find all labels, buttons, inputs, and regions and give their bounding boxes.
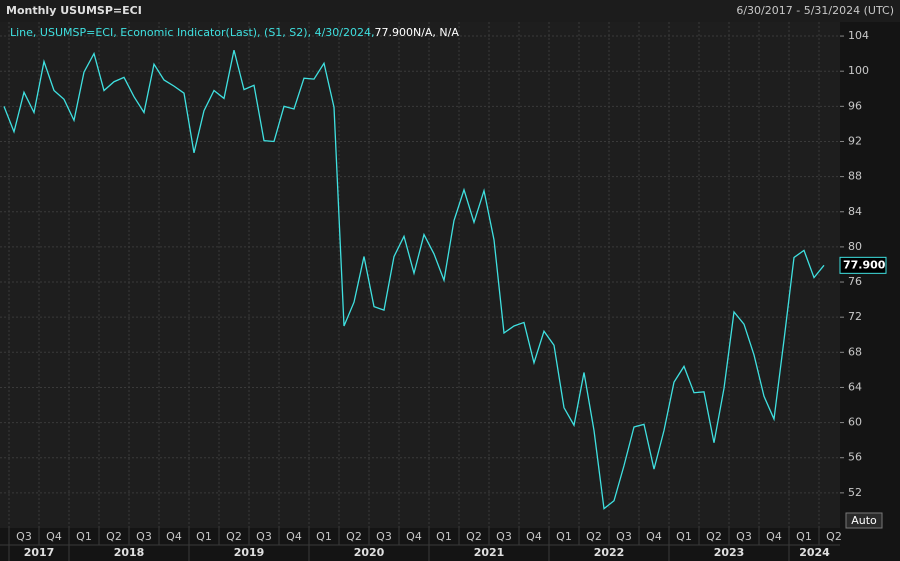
- x-tick-label: Q4: [646, 530, 662, 543]
- x-tick-label: Q1: [316, 530, 332, 543]
- auto-button[interactable]: [845, 512, 883, 529]
- data-line: [3, 49, 825, 510]
- x-tick-label: Q1: [796, 530, 812, 543]
- x-tick-label: Q3: [496, 530, 512, 543]
- x-tick-label: Q3: [136, 530, 152, 543]
- y-tick-label: 60: [848, 416, 862, 429]
- year-label: 2017: [24, 546, 55, 559]
- y-tick-label: 80: [848, 240, 862, 253]
- x-tick-label: Q1: [76, 530, 92, 543]
- year-label: 2023: [714, 546, 745, 559]
- x-tick-label: Q3: [616, 530, 632, 543]
- y-tick-label: 96: [848, 99, 862, 112]
- x-tick-label: Q3: [376, 530, 392, 543]
- x-tick-label: Q4: [46, 530, 62, 543]
- y-tick-label: 72: [848, 310, 862, 323]
- y-axis-area: [840, 22, 900, 561]
- x-tick-label: Q4: [766, 530, 782, 543]
- year-label: 2022: [594, 546, 625, 559]
- year-label: 2024: [799, 546, 830, 559]
- y-tick-label: 92: [848, 134, 862, 147]
- x-tick-label: Q2: [706, 530, 722, 543]
- legend: Line, USUMSP=ECI, Economic Indicator(Las…: [10, 26, 459, 39]
- y-tick-label: 52: [848, 486, 862, 499]
- y-tick-label: 56: [848, 451, 862, 464]
- year-label: 2019: [234, 546, 265, 559]
- x-tick-label: Q2: [466, 530, 482, 543]
- y-tick-label: 68: [848, 345, 862, 358]
- year-label: 2020: [354, 546, 385, 559]
- x-tick-label: Q1: [436, 530, 452, 543]
- x-tick-label: Q4: [406, 530, 422, 543]
- x-tick-label: Q1: [196, 530, 212, 543]
- y-tick-label: 64: [848, 380, 862, 393]
- legend-suffix: N/A, N/A: [413, 26, 459, 39]
- legend-value: 77.900: [374, 26, 413, 39]
- x-tick-label: Q4: [166, 530, 182, 543]
- x-tick-label: Q2: [106, 530, 122, 543]
- y-tick-label: 88: [848, 170, 862, 183]
- chart-title: Monthly USUMSP=ECI: [6, 4, 142, 17]
- x-tick-label: Q1: [556, 530, 572, 543]
- x-tick-label: Q3: [736, 530, 752, 543]
- date-range: 6/30/2017 - 5/31/2024 (UTC): [736, 4, 894, 17]
- last-value-label: 77.900: [843, 258, 886, 271]
- y-tick-label: 104: [848, 29, 869, 42]
- x-tick-label: Q1: [676, 530, 692, 543]
- header-bar: [0, 0, 900, 22]
- x-tick-label: Q4: [526, 530, 542, 543]
- legend-text: Line, USUMSP=ECI, Economic Indicator(Las…: [10, 26, 374, 39]
- last-value-tag: [839, 256, 887, 274]
- x-tick-label: Q2: [346, 530, 362, 543]
- year-label: 2018: [114, 546, 145, 559]
- x-tick-label: Q3: [16, 530, 32, 543]
- x-tick-label: Q2: [226, 530, 242, 543]
- y-tick-label: 76: [848, 275, 862, 288]
- x-tick-label: Q3: [256, 530, 272, 543]
- x-tick-label: Q4: [286, 530, 302, 543]
- auto-button-label[interactable]: Auto: [851, 514, 877, 527]
- x-tick-label: Q2: [586, 530, 602, 543]
- y-tick-label: 100: [848, 64, 869, 77]
- plot-area: [0, 22, 840, 528]
- y-tick-label: 84: [848, 205, 862, 218]
- x-tick-label: Q2: [826, 530, 842, 543]
- year-label: 2021: [474, 546, 505, 559]
